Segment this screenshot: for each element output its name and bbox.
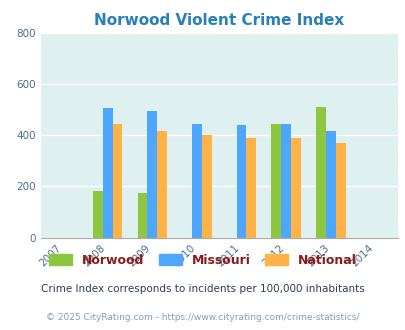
Bar <box>112 124 122 238</box>
Legend: Norwood, Missouri, National: Norwood, Missouri, National <box>44 249 361 272</box>
Bar <box>236 125 246 238</box>
Bar <box>335 144 345 238</box>
Bar <box>246 138 256 238</box>
Bar <box>290 138 300 238</box>
Text: © 2025 CityRating.com - https://www.cityrating.com/crime-statistics/: © 2025 CityRating.com - https://www.city… <box>46 313 359 322</box>
Bar <box>271 124 281 238</box>
Bar <box>93 191 102 238</box>
Text: Crime Index corresponds to incidents per 100,000 inhabitants: Crime Index corresponds to incidents per… <box>41 284 364 294</box>
Bar <box>137 193 147 238</box>
Bar <box>147 111 157 238</box>
Bar <box>102 109 112 238</box>
Bar <box>281 124 290 238</box>
Bar <box>157 131 166 238</box>
Bar <box>325 131 335 238</box>
Bar <box>201 135 211 238</box>
Bar <box>315 107 325 238</box>
Bar <box>192 124 201 238</box>
Title: Norwood Violent Crime Index: Norwood Violent Crime Index <box>94 13 343 28</box>
